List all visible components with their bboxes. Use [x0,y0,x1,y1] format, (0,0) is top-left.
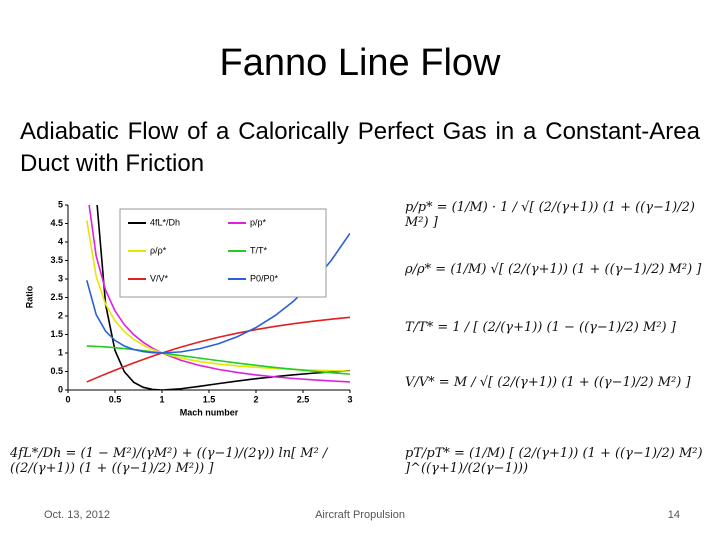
y-tick-label: 3.5 [50,255,63,265]
x-tick-label: 2 [253,394,258,404]
y-tick-label: 0.5 [50,366,63,376]
plot-area [86,205,350,390]
x-axis-label: Mach number [180,407,239,417]
data-line [96,205,350,390]
y-tick-label: 0 [58,384,63,394]
y-axis-label: Ratio [24,285,34,308]
legend-label: V/V* [150,273,169,283]
y-tick-label: 2.5 [50,292,63,302]
x-tick-label: 0 [65,394,70,404]
legend-label: ρ/ρ* [150,245,167,255]
x-tick-label: 0.5 [109,394,122,404]
data-line [86,232,350,354]
data-line [86,316,350,383]
page-number: 14 [667,509,680,521]
y-tick-label: 5 [58,199,63,209]
equation: T/T* = 1 / [ (2/(γ+1)) (1 − ((γ−1)/2) M²… [405,320,676,335]
y-tick-label: 4.5 [50,218,63,228]
legend-label: T/T* [250,245,267,255]
y-tick-label: 1 [58,347,63,357]
footer-date: Oct. 13, 2012 [44,509,111,521]
y-tick-label: 2 [58,310,63,320]
equation: p/p* = (1/M) · 1 / √[ (2/(γ+1)) (1 + ((γ… [405,200,695,230]
slide-subtitle: Adiabatic Flow of a Calorically Perfect … [20,118,700,177]
x-tick-label: 2.5 [297,394,310,404]
data-line [88,205,350,383]
x-tick-label: 1 [159,394,164,404]
legend-label: p/p* [250,217,267,227]
data-line [86,345,350,375]
x-tick-label: 3 [347,394,352,404]
y-tick-label: 4 [58,236,63,246]
legend-label: 4fL*/Dh [150,217,180,227]
slide-title: Fanno Line Flow [219,42,501,84]
equation: V/V* = M / √[ (2/(γ+1)) (1 + ((γ−1)/2) M… [405,375,691,390]
equation: pT/pT* = (1/M) [ (2/(γ+1)) (1 + ((γ−1)/2… [405,446,703,476]
y-tick-label: 1.5 [50,329,63,339]
x-tick-label: 1.5 [203,394,216,404]
equation: 4fL*/Dh = (1 − M²)/(γM²) + ((γ−1)/(2γ)) … [10,446,328,476]
chart: Ratio Mach number 0 0.5 1 1.5 2 2.5 3 3.5 4 4.5 5 0… [24,199,352,417]
y-tick-label: 3 [58,273,63,283]
legend-label: P0/P0* [250,273,279,283]
footer-title: Aircraft Propulsion [315,509,405,521]
legend-box [119,208,327,298]
equation: ρ/ρ* = (1/M) √[ (2/(γ+1)) (1 + ((γ−1)/2)… [405,262,702,277]
